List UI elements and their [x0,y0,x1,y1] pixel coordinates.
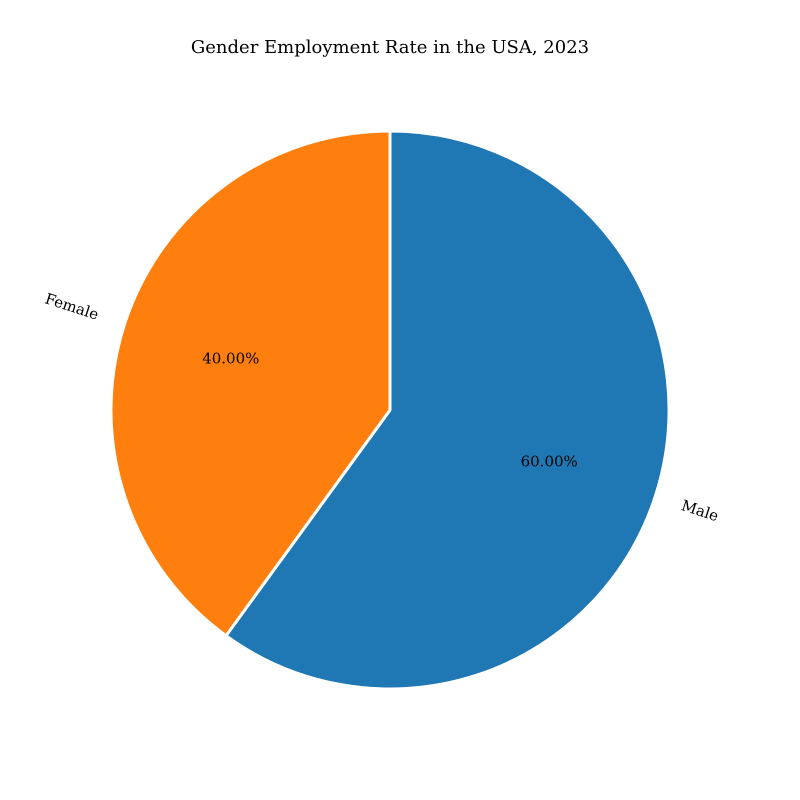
pie-category-label-male: Male [679,496,721,525]
pie-slices [109,129,671,691]
pie-slice-female [109,129,392,638]
pie-category-label-female: Female [43,290,101,324]
pie-value-label-female: 40.00% [202,349,259,367]
chart-title: Gender Employment Rate in the USA, 2023 [191,37,589,58]
pie-slice-male [224,129,671,691]
pie-value-label-male: 60.00% [521,453,578,471]
